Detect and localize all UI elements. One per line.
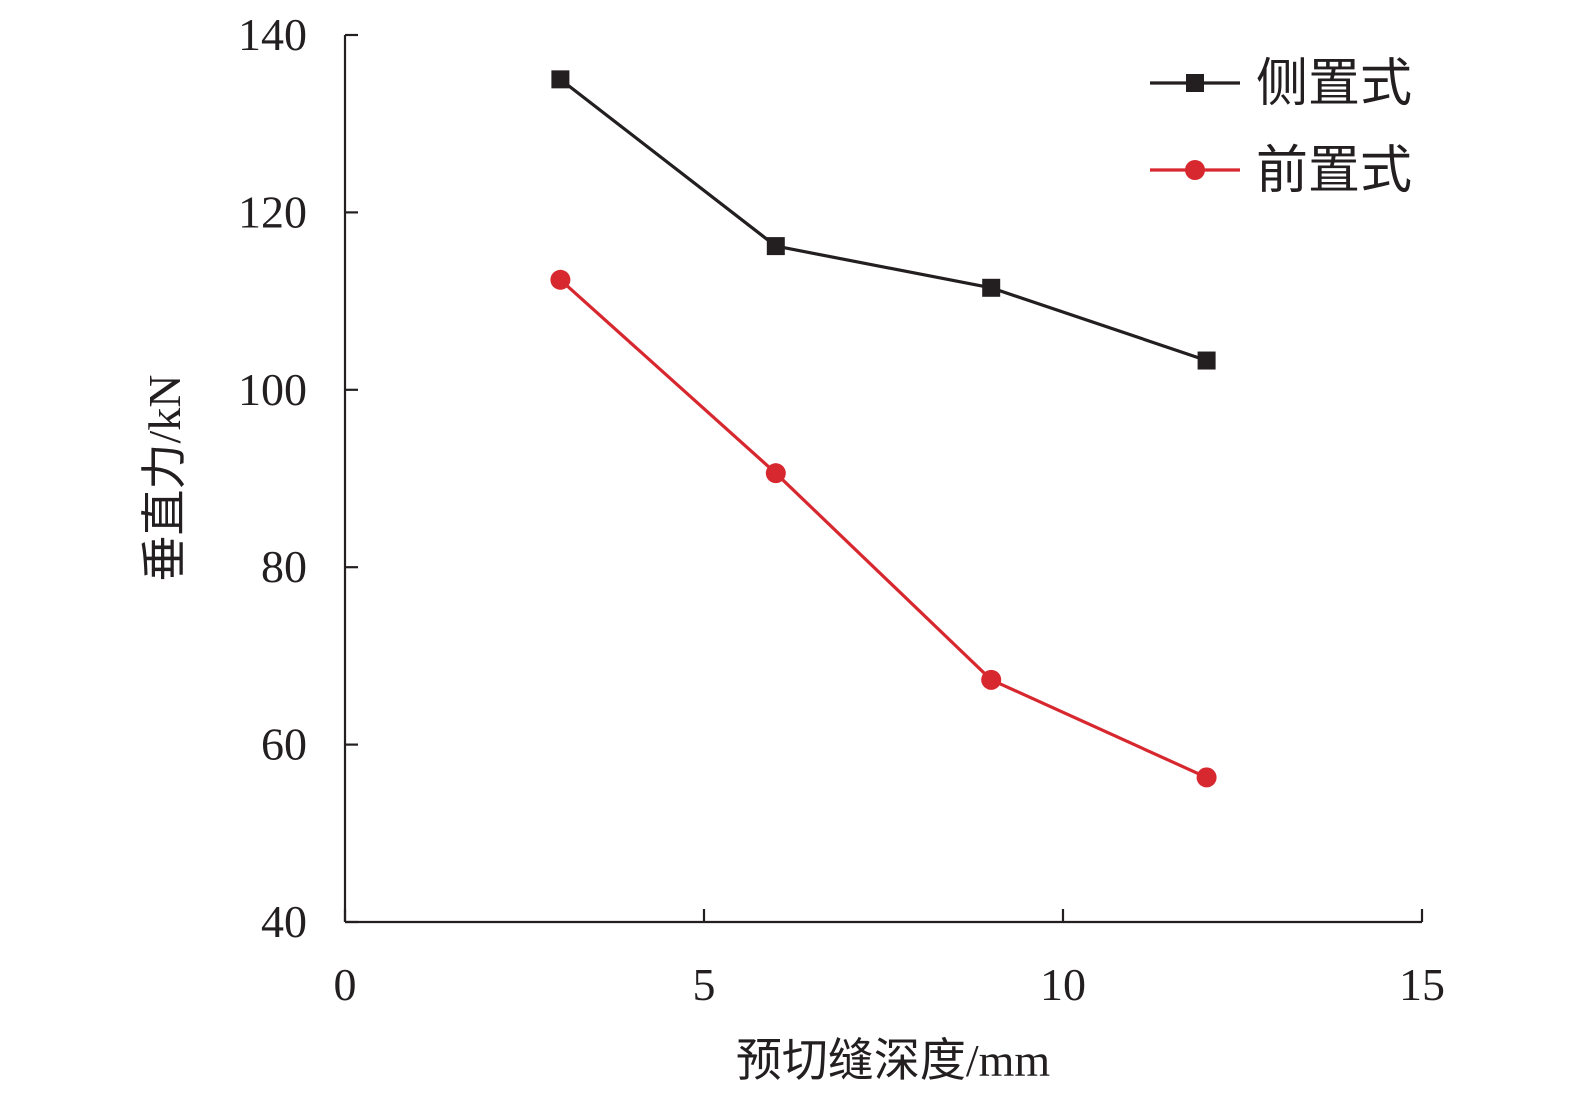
data-point [766, 237, 785, 256]
x-tick-label: 0 [334, 959, 357, 1010]
legend-swatch-marker [1185, 160, 1205, 180]
series-2 [550, 269, 1217, 788]
legend-item: 前置式 [1150, 143, 1412, 200]
data-point [1197, 351, 1216, 370]
series-line [559, 278, 1208, 779]
y-axis-label: 垂直力/kN [139, 375, 190, 582]
data-point [1196, 767, 1217, 788]
x-tick-label: 10 [1040, 959, 1086, 1010]
data-point [982, 278, 1001, 297]
y-tick-label: 40 [261, 896, 307, 947]
x-axis-label: 预切缝深度/mm [736, 1035, 1051, 1086]
data-point [765, 463, 786, 484]
legend-label: 侧置式 [1256, 56, 1412, 113]
data-point [550, 269, 571, 290]
series-layer [550, 70, 1217, 788]
y-tick-label: 60 [261, 719, 307, 770]
x-tick-label: 5 [693, 959, 716, 1010]
legend-item: 侧置式 [1150, 56, 1412, 113]
y-tick-label: 120 [238, 186, 307, 237]
legend-label: 前置式 [1256, 143, 1412, 200]
axes: 40 60 80 100 120 140 0 5 10 15 [238, 9, 1445, 1010]
y-tick-label: 100 [238, 364, 307, 415]
y-tick-label: 80 [261, 541, 307, 592]
series-line [559, 78, 1208, 363]
y-tick-label: 140 [238, 9, 307, 60]
data-point [551, 70, 570, 89]
series-1 [551, 70, 1216, 370]
x-tick-label: 15 [1399, 959, 1445, 1010]
legend-swatch-marker [1186, 74, 1204, 92]
data-point [981, 669, 1002, 690]
